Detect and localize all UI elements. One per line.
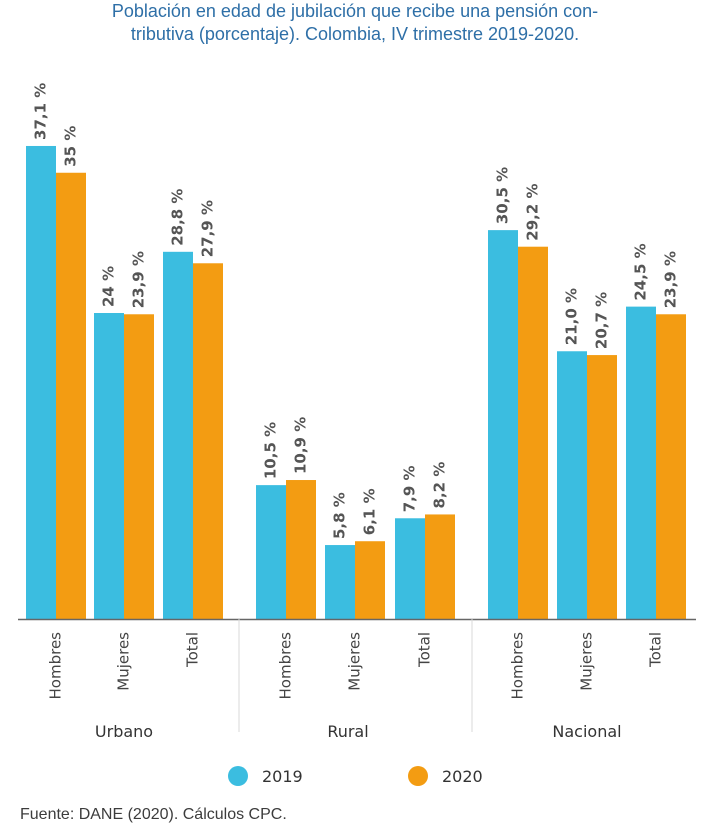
group-label-rural: Rural xyxy=(327,722,368,741)
value-label-2019-6: 7,9 % xyxy=(401,465,419,512)
bar-2019-8 xyxy=(557,351,587,619)
bar-2019-9 xyxy=(626,306,656,619)
chart-title: Población en edad de jubilación que reci… xyxy=(0,0,710,46)
category-label-nacional-total: Total xyxy=(647,632,665,668)
category-label-rural-total: Total xyxy=(416,632,434,668)
value-label-2019-9: 24,5 % xyxy=(632,243,650,300)
bar-2019-3 xyxy=(163,251,193,620)
value-label-2019-7: 30,5 % xyxy=(494,167,512,224)
value-label-2020-7: 29,2 % xyxy=(524,183,542,240)
bar-2020-4 xyxy=(286,480,316,619)
bar-2019-7 xyxy=(488,230,518,619)
bar-2020-1 xyxy=(56,172,86,619)
category-label-urbano-mujeres: Mujeres xyxy=(115,632,133,691)
bar-2020-7 xyxy=(518,246,548,619)
category-label-nacional-hombres: Hombres xyxy=(509,632,527,700)
bar-2020-3 xyxy=(193,263,223,619)
chart-title-line-2: tributiva (porcentaje). Colombia, IV tri… xyxy=(130,24,580,44)
category-label-rural-mujeres: Mujeres xyxy=(346,632,364,691)
value-label-2020-2: 23,9 % xyxy=(130,251,148,308)
bar-2020-6 xyxy=(425,514,455,619)
bar-2019-4 xyxy=(256,485,286,619)
category-label-urbano-total: Total xyxy=(184,632,202,668)
category-label-urbano-hombres: Hombres xyxy=(47,632,65,700)
bar-2020-8 xyxy=(587,355,617,619)
value-label-2019-2: 24 % xyxy=(100,266,118,307)
bar-2019-1 xyxy=(26,145,56,619)
chart-title-line-1: Población en edad de jubilación que reci… xyxy=(111,1,599,21)
value-label-2020-8: 20,7 % xyxy=(593,292,611,349)
value-label-2019-4: 10,5 % xyxy=(262,422,280,479)
source-note: Fuente: DANE (2020). Cálculos CPC. xyxy=(20,806,287,823)
legend-label-2019: 2019 xyxy=(262,767,303,786)
bar-2020-2 xyxy=(124,314,154,619)
value-label-2020-1: 35 % xyxy=(62,126,80,167)
value-label-2020-3: 27,9 % xyxy=(199,200,217,257)
bar-2019-5 xyxy=(325,545,355,619)
value-label-2020-5: 6,1 % xyxy=(361,488,379,535)
value-label-2020-4: 10,9 % xyxy=(292,417,310,474)
bar-2020-9 xyxy=(656,314,686,619)
value-label-2020-6: 8,2 % xyxy=(431,462,449,509)
bar-2019-6 xyxy=(395,518,425,619)
category-label-rural-hombres: Hombres xyxy=(277,632,295,700)
value-label-2019-5: 5,8 % xyxy=(331,492,349,539)
category-label-nacional-mujeres: Mujeres xyxy=(578,632,596,691)
value-label-2019-1: 37,1 % xyxy=(32,83,50,140)
value-label-2020-9: 23,9 % xyxy=(662,251,680,308)
group-label-urbano: Urbano xyxy=(95,722,153,741)
legend-marker-2019 xyxy=(228,766,248,786)
bar-2020-5 xyxy=(355,541,385,619)
value-label-2019-3: 28,8 % xyxy=(169,189,187,246)
group-label-nacional: Nacional xyxy=(552,722,621,741)
legend-marker-2020 xyxy=(408,766,428,786)
legend-label-2020: 2020 xyxy=(442,767,483,786)
value-label-2019-8: 21,0 % xyxy=(563,288,581,345)
bar-2019-2 xyxy=(94,313,124,619)
